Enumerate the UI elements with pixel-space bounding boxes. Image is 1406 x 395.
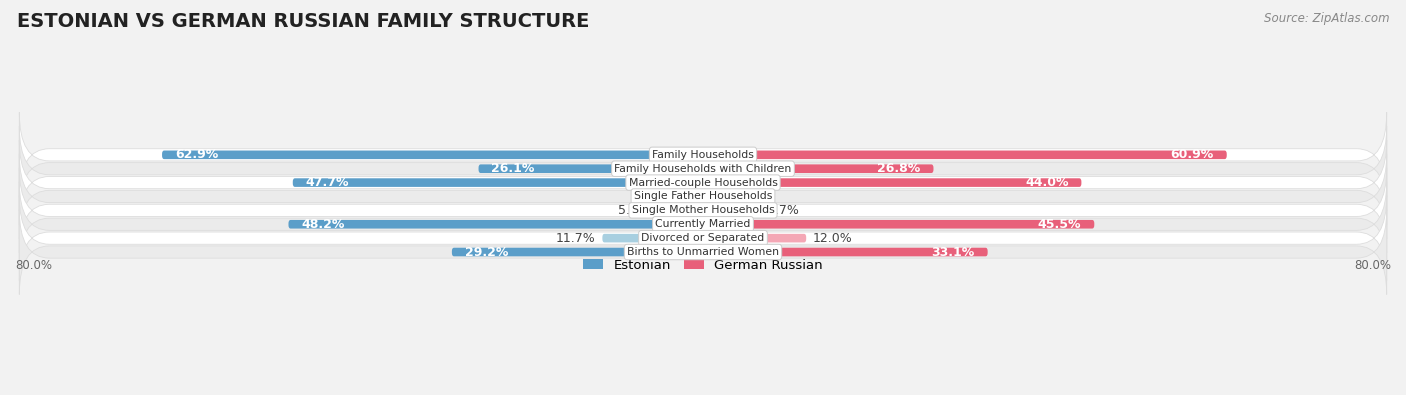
Text: 80.0%: 80.0% [15, 259, 52, 272]
Text: 26.8%: 26.8% [877, 162, 921, 175]
Text: Married-couple Households: Married-couple Households [628, 178, 778, 188]
Legend: Estonian, German Russian: Estonian, German Russian [578, 253, 828, 277]
FancyBboxPatch shape [703, 234, 806, 243]
FancyBboxPatch shape [703, 206, 761, 214]
Text: Divorced or Separated: Divorced or Separated [641, 233, 765, 243]
Text: 80.0%: 80.0% [1354, 259, 1391, 272]
FancyBboxPatch shape [20, 168, 1386, 253]
FancyBboxPatch shape [703, 192, 724, 201]
Text: Family Households with Children: Family Households with Children [614, 164, 792, 174]
Text: 12.0%: 12.0% [813, 231, 853, 245]
FancyBboxPatch shape [162, 150, 703, 159]
Text: 26.1%: 26.1% [492, 162, 534, 175]
FancyBboxPatch shape [20, 182, 1386, 267]
Text: Single Mother Households: Single Mother Households [631, 205, 775, 215]
Text: 11.7%: 11.7% [555, 231, 596, 245]
FancyBboxPatch shape [288, 220, 703, 229]
FancyBboxPatch shape [20, 140, 1386, 225]
Text: Source: ZipAtlas.com: Source: ZipAtlas.com [1264, 12, 1389, 25]
FancyBboxPatch shape [292, 178, 703, 187]
FancyBboxPatch shape [703, 164, 934, 173]
FancyBboxPatch shape [602, 234, 703, 243]
Text: Currently Married: Currently Married [655, 219, 751, 229]
FancyBboxPatch shape [703, 220, 1094, 229]
FancyBboxPatch shape [703, 248, 987, 256]
FancyBboxPatch shape [20, 126, 1386, 211]
FancyBboxPatch shape [20, 209, 1386, 295]
Text: ESTONIAN VS GERMAN RUSSIAN FAMILY STRUCTURE: ESTONIAN VS GERMAN RUSSIAN FAMILY STRUCT… [17, 12, 589, 31]
Text: 2.1%: 2.1% [647, 190, 678, 203]
FancyBboxPatch shape [20, 154, 1386, 239]
Text: Single Father Households: Single Father Households [634, 192, 772, 201]
FancyBboxPatch shape [20, 196, 1386, 280]
Text: 6.7%: 6.7% [768, 204, 800, 217]
FancyBboxPatch shape [478, 164, 703, 173]
FancyBboxPatch shape [703, 150, 1227, 159]
Text: 47.7%: 47.7% [305, 176, 349, 189]
Text: 62.9%: 62.9% [174, 148, 218, 161]
Text: 45.5%: 45.5% [1038, 218, 1081, 231]
Text: 29.2%: 29.2% [465, 246, 508, 259]
Text: 2.4%: 2.4% [731, 190, 762, 203]
FancyBboxPatch shape [685, 192, 703, 201]
FancyBboxPatch shape [703, 178, 1081, 187]
Text: 60.9%: 60.9% [1171, 148, 1213, 161]
Text: Family Households: Family Households [652, 150, 754, 160]
Text: 33.1%: 33.1% [932, 246, 974, 259]
Text: Births to Unmarried Women: Births to Unmarried Women [627, 247, 779, 257]
Text: 5.4%: 5.4% [617, 204, 650, 217]
FancyBboxPatch shape [657, 206, 703, 214]
FancyBboxPatch shape [20, 112, 1386, 198]
FancyBboxPatch shape [451, 248, 703, 256]
Text: 48.2%: 48.2% [301, 218, 344, 231]
Text: 44.0%: 44.0% [1025, 176, 1069, 189]
